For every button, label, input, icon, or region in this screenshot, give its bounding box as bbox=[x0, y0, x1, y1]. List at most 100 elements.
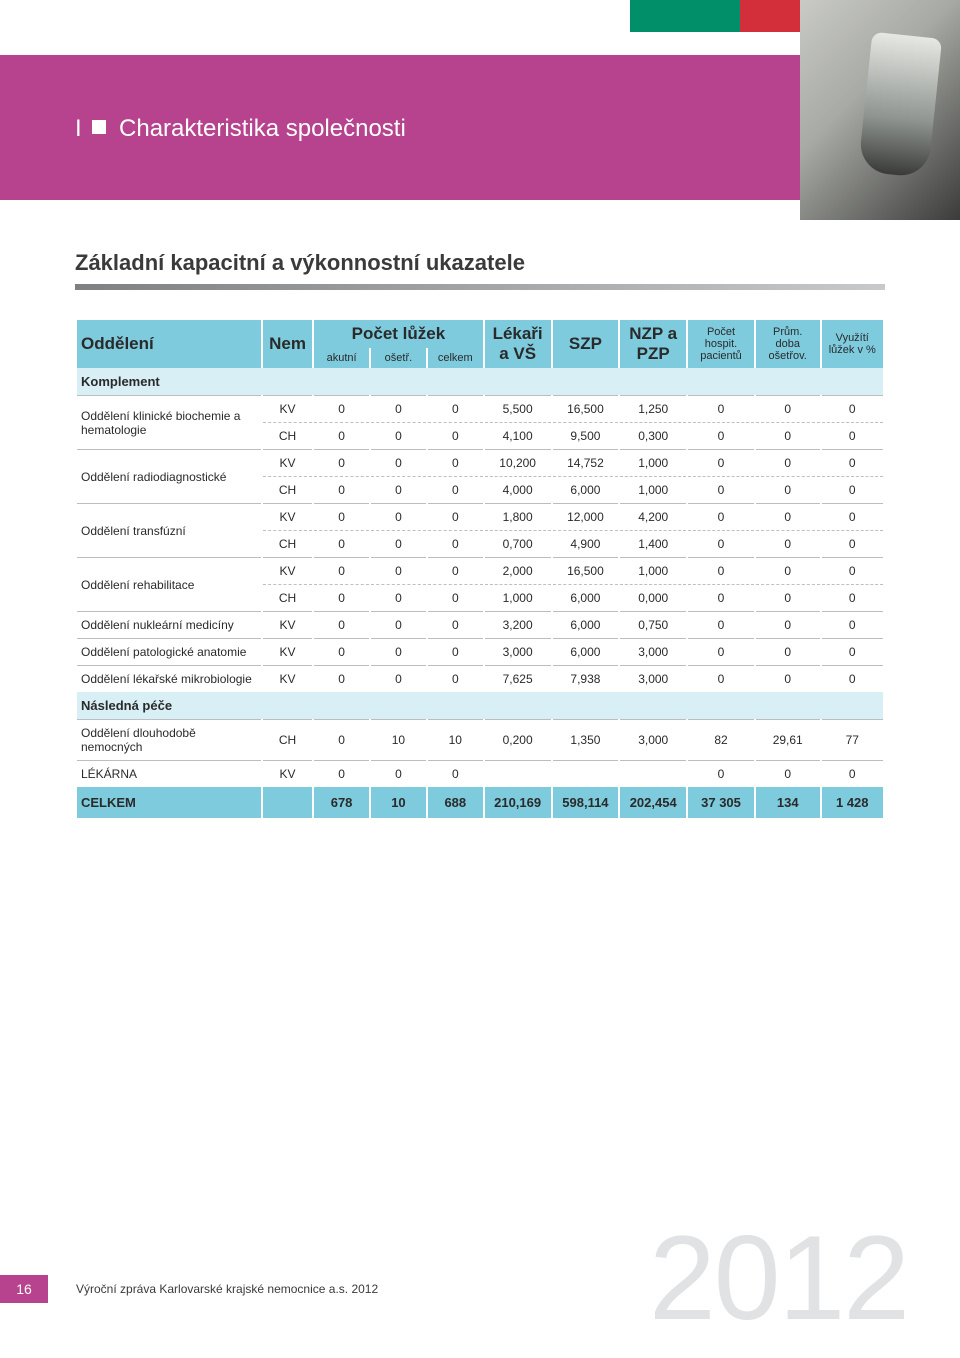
cell-value: 0 bbox=[821, 761, 884, 788]
cell-value: 1,000 bbox=[484, 585, 552, 612]
row-name: Oddělení dlouhodobě nemocných bbox=[76, 720, 262, 761]
cell-value: 0 bbox=[755, 477, 821, 504]
cell-value: 0 bbox=[687, 558, 755, 585]
cell-value: 10 bbox=[427, 720, 484, 761]
cell-value: 0,200 bbox=[484, 720, 552, 761]
cell-value: 0 bbox=[313, 477, 370, 504]
total-value: 1 428 bbox=[821, 787, 884, 818]
cell-nem: KV bbox=[262, 639, 313, 666]
cell-value: 2,000 bbox=[484, 558, 552, 585]
cell-value: 0 bbox=[370, 585, 427, 612]
cell-value: 0 bbox=[427, 531, 484, 558]
cell-value: 0 bbox=[370, 558, 427, 585]
total-value: 10 bbox=[370, 787, 427, 818]
cell-value: 0 bbox=[313, 666, 370, 693]
total-value: 202,454 bbox=[619, 787, 687, 818]
cell-value: 0 bbox=[370, 531, 427, 558]
row-name: Oddělení patologické anatomie bbox=[76, 639, 262, 666]
cell-value: 16,500 bbox=[552, 558, 620, 585]
cell-value: 0 bbox=[313, 612, 370, 639]
cell-value: 0 bbox=[427, 612, 484, 639]
cell-value: 0 bbox=[755, 585, 821, 612]
total-value: 678 bbox=[313, 787, 370, 818]
cell-value: 0 bbox=[427, 585, 484, 612]
cell-value: 3,000 bbox=[619, 720, 687, 761]
cell-value: 0 bbox=[370, 612, 427, 639]
total-value: 134 bbox=[755, 787, 821, 818]
cell-value: 0 bbox=[313, 531, 370, 558]
col-doba: Prům. doba ošetřov. bbox=[755, 320, 821, 368]
cell-value: 1,000 bbox=[619, 477, 687, 504]
cell-value: 0,000 bbox=[619, 585, 687, 612]
cell-value: 0,300 bbox=[619, 423, 687, 450]
col-celkem: celkem bbox=[427, 348, 484, 368]
cell-value: 0 bbox=[687, 585, 755, 612]
cell-value: 0,750 bbox=[619, 612, 687, 639]
cell-nem: KV bbox=[262, 558, 313, 585]
cell-value: 9,500 bbox=[552, 423, 620, 450]
cell-value: 0 bbox=[821, 558, 884, 585]
cell-value: 0 bbox=[687, 504, 755, 531]
cell-nem: KV bbox=[262, 666, 313, 693]
header-prefix: I bbox=[75, 115, 82, 142]
cell-value: 0 bbox=[427, 666, 484, 693]
cell-value: 3,000 bbox=[619, 666, 687, 693]
cell-value: 16,500 bbox=[552, 396, 620, 423]
cell-value: 1,000 bbox=[619, 558, 687, 585]
cell-value: 0 bbox=[755, 396, 821, 423]
cell-value: 0 bbox=[755, 504, 821, 531]
cell-value: 0 bbox=[313, 585, 370, 612]
cell-value: 0 bbox=[687, 423, 755, 450]
cell-value: 6,000 bbox=[552, 477, 620, 504]
page-footer: 16 Výroční zpráva Karlovarské krajské ne… bbox=[0, 1275, 378, 1303]
cell-value: 12,000 bbox=[552, 504, 620, 531]
cell-nem: KV bbox=[262, 504, 313, 531]
cell-value: 0 bbox=[427, 558, 484, 585]
cell-value: 0 bbox=[755, 450, 821, 477]
cell-value bbox=[552, 761, 620, 788]
cell-value: 0 bbox=[821, 666, 884, 693]
total-value bbox=[262, 787, 313, 818]
cell-value: 0 bbox=[687, 477, 755, 504]
cell-value: 0 bbox=[821, 477, 884, 504]
cell-value: 0 bbox=[313, 720, 370, 761]
total-value: 37 305 bbox=[687, 787, 755, 818]
row-name: Oddělení rehabilitace bbox=[76, 558, 262, 612]
cell-value: 1,400 bbox=[619, 531, 687, 558]
cell-value: 0 bbox=[687, 761, 755, 788]
row-name: Oddělení radiodiagnostické bbox=[76, 450, 262, 504]
cell-value: 0 bbox=[370, 396, 427, 423]
cell-value: 0 bbox=[313, 396, 370, 423]
row-name: Oddělení nukleární medicíny bbox=[76, 612, 262, 639]
col-akutni: akutní bbox=[313, 348, 370, 368]
cell-nem: KV bbox=[262, 612, 313, 639]
cell-value: 0 bbox=[427, 504, 484, 531]
sub-heading: Základní kapacitní a výkonnostní ukazate… bbox=[75, 250, 525, 276]
total-value: 688 bbox=[427, 787, 484, 818]
cell-value: 0 bbox=[821, 504, 884, 531]
header-main-title: Charakteristika společnosti bbox=[119, 115, 406, 142]
col-szp: SZP bbox=[552, 320, 620, 368]
table-header: Oddělení Nem Počet lůžek Lékaři a VŠ SZP… bbox=[76, 320, 884, 368]
cell-value: 0 bbox=[755, 761, 821, 788]
cell-value: 0 bbox=[370, 504, 427, 531]
header-photo bbox=[800, 0, 960, 220]
cell-value: 1,800 bbox=[484, 504, 552, 531]
cell-nem: CH bbox=[262, 423, 313, 450]
cell-value: 0 bbox=[427, 761, 484, 788]
cell-value: 0 bbox=[370, 639, 427, 666]
cell-value: 10 bbox=[370, 720, 427, 761]
cell-value: 0 bbox=[821, 423, 884, 450]
data-table: Oddělení Nem Počet lůžek Lékaři a VŠ SZP… bbox=[75, 320, 885, 818]
cell-value: 0 bbox=[313, 450, 370, 477]
cell-value: 0 bbox=[370, 666, 427, 693]
cell-value: 0 bbox=[427, 450, 484, 477]
cell-value: 0 bbox=[370, 450, 427, 477]
page-number: 16 bbox=[0, 1275, 48, 1303]
cell-value: 0 bbox=[755, 612, 821, 639]
cell-value: 0 bbox=[687, 450, 755, 477]
cell-value: 0 bbox=[687, 612, 755, 639]
cell-value: 0 bbox=[687, 531, 755, 558]
cell-value: 0 bbox=[313, 639, 370, 666]
cell-value: 7,938 bbox=[552, 666, 620, 693]
